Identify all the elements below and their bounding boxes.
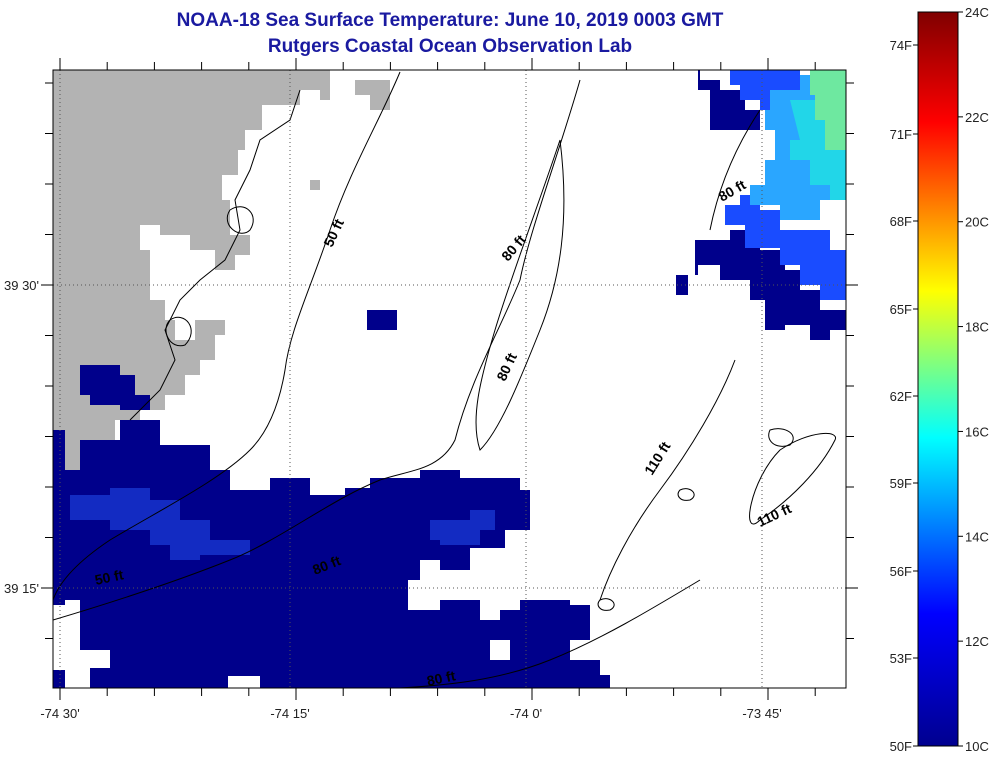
colorbar-celsius-label: 24C: [965, 5, 989, 20]
contour-misc-3: [677, 488, 695, 501]
y-tick-label: 39 15': [4, 581, 39, 596]
land-islands: [95, 80, 390, 365]
contour-110ft: [599, 359, 736, 601]
coastline: [129, 89, 301, 421]
contour-misc-2: [165, 316, 192, 347]
colorbar-fahrenheit-label: 74F: [890, 38, 912, 53]
colorbar-celsius-label: 14C: [965, 529, 989, 544]
graticule: [53, 70, 846, 688]
sst-region-coast: [80, 365, 150, 410]
sst-region-northeast-green: [810, 70, 846, 150]
contour-50ft-north: [53, 71, 401, 601]
y-tick-label: 39 30': [4, 278, 39, 293]
contour-110ft-loop: [749, 432, 836, 525]
sst-region-mid: [70, 488, 495, 560]
x-tick-label: -74 0': [510, 706, 542, 721]
colorbar-celsius-label: 10C: [965, 739, 989, 754]
sst-region-northeast: [676, 70, 846, 340]
colorbar-fahrenheit-label: 53F: [890, 651, 912, 666]
contour-80ft-south: [399, 579, 701, 688]
colorbar-fahrenheit-label: 71F: [890, 127, 912, 142]
x-tick-label: -74 30': [40, 706, 79, 721]
colorbar-fahrenheit-label: 62F: [890, 389, 912, 404]
contour-misc-1: [227, 206, 254, 234]
axis-ticks: [41, 58, 858, 700]
colorbar-fahrenheit-label: 50F: [890, 739, 912, 754]
colorbar-fahrenheit-label: 65F: [890, 302, 912, 317]
contour-80ft-ne: [709, 109, 761, 231]
x-tick-label: -73 45': [742, 706, 781, 721]
colorbar-celsius-label: 12C: [965, 634, 989, 649]
sst-region-northeast-mid: [725, 70, 846, 300]
contour-80ft-mid: [475, 139, 565, 451]
contour-label: 50 ft: [93, 566, 125, 588]
contour-misc-4: [768, 428, 794, 447]
contour-misc-5: [597, 598, 615, 611]
colorbar-celsius-label: 16C: [965, 424, 989, 439]
plot-frame: [52, 69, 847, 689]
contour-80ft-north: [53, 79, 581, 621]
x-tick-label: -74 15': [270, 706, 309, 721]
bathymetry-contours: [53, 71, 836, 688]
map-title: NOAA-18 Sea Surface Temperature: June 10…: [176, 10, 724, 31]
map-subtitle: Rutgers Coastal Ocean Observation Lab: [267, 36, 633, 57]
colorbar: [917, 11, 959, 747]
sst-region-south: [53, 420, 610, 688]
colorbar-fahrenheit-label: 59F: [890, 476, 912, 491]
colorbar-fahrenheit-label: 68F: [890, 214, 912, 229]
colorbar-celsius-label: 22C: [965, 110, 989, 125]
sst-patch-small: [367, 310, 397, 330]
colorbar-celsius-label: 18C: [965, 320, 989, 335]
colorbar-celsius-label: 20C: [965, 215, 989, 230]
colorbar-fahrenheit-label: 56F: [890, 564, 912, 579]
contour-label: 80 ft: [425, 667, 457, 689]
colorbar-labels: 24C 22C 20C 18C 16C 14C 12C 10C 74F 71F 68F 65F 62F 5…: [890, 5, 989, 754]
